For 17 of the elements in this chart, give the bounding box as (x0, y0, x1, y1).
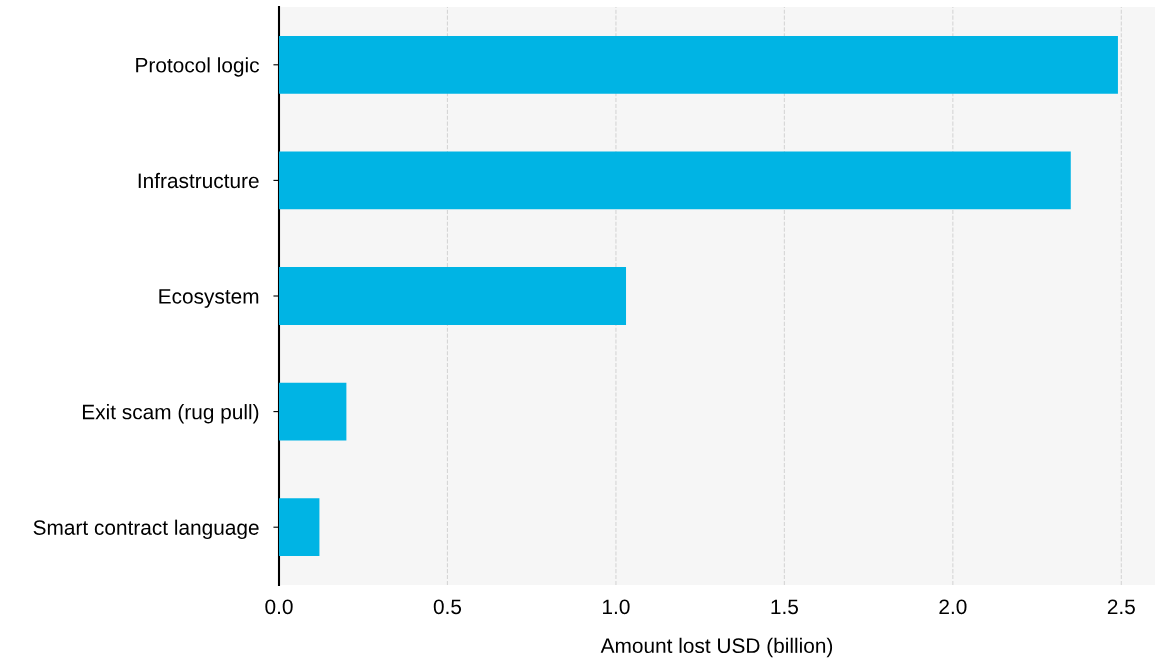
y-tick-label: Exit scam (rug pull) (82, 404, 259, 424)
bar (279, 267, 627, 325)
y-tick-label: Smart contract language (33, 519, 259, 540)
bar (279, 35, 1118, 94)
x-tick-label: 2.5 (1107, 599, 1135, 615)
x-tick-label: 0.0 (265, 599, 293, 615)
x-tick-label: 1.5 (771, 599, 798, 615)
bar (279, 382, 347, 441)
bar (279, 151, 1071, 210)
x-tick-label: 1.0 (603, 599, 630, 615)
bar (279, 498, 320, 557)
x-axis-title: Amount lost USD (billion) (600, 637, 833, 658)
y-tick-label: Protocol logic (136, 57, 260, 77)
y-tick-label: Ecosystem (159, 289, 259, 308)
x-tick-label: 0.5 (433, 599, 462, 615)
y-tick-label: Infrastructure (138, 172, 259, 189)
x-tick-label: 2.0 (939, 599, 967, 615)
